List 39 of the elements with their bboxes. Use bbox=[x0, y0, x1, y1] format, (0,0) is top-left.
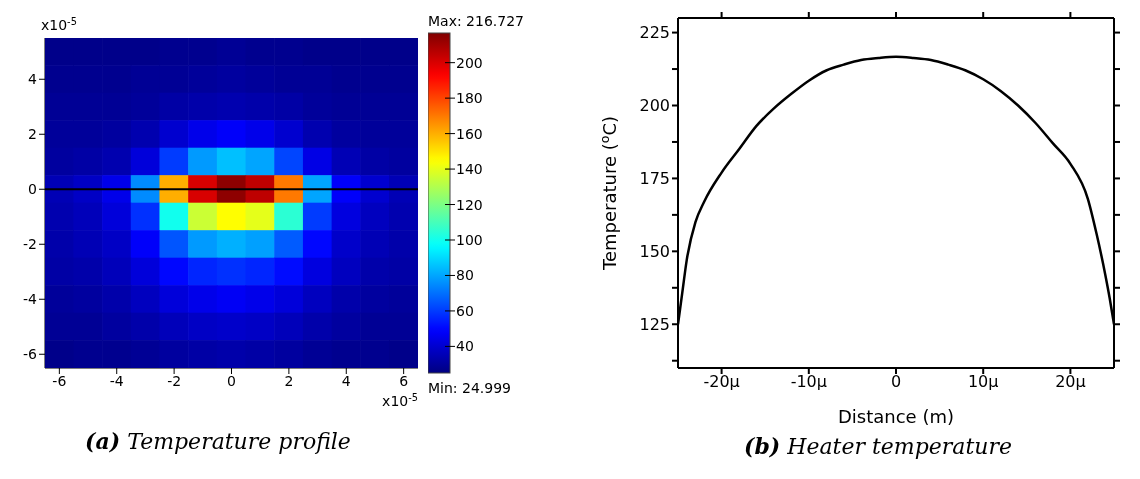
y-tick-label: 175 bbox=[639, 169, 670, 189]
text: x10$^{-5}$ bbox=[382, 391, 418, 409]
x-tick-label: 10μ bbox=[967, 372, 999, 392]
x-tick-label: -10μ bbox=[790, 372, 827, 392]
x-tick-label: 6 bbox=[399, 372, 409, 389]
color-bar-label: 120 bbox=[456, 196, 483, 213]
color-bar-label: 180 bbox=[456, 90, 483, 107]
x-tick-label: -6 bbox=[52, 372, 67, 389]
y-tick-label: 225 bbox=[639, 23, 670, 43]
color-bar-label: 40 bbox=[456, 338, 474, 355]
x-tick-label: 20μ bbox=[1055, 372, 1086, 392]
y-tick-label: 2 bbox=[28, 126, 37, 143]
color-bar-label: 60 bbox=[456, 302, 474, 319]
y-tick-label: -6 bbox=[23, 346, 38, 363]
text: x10$^{-5}$ bbox=[41, 15, 77, 33]
x-tick-label: 2 bbox=[284, 372, 294, 389]
x-tick-label: -20μ bbox=[703, 372, 740, 392]
y-tick-label: 125 bbox=[639, 314, 670, 334]
x-tick-label: 0 bbox=[227, 372, 236, 389]
y-tick-label: -2 bbox=[23, 236, 37, 253]
text: (b) Heater temperature bbox=[743, 433, 1013, 459]
y-tick-label: 150 bbox=[639, 242, 670, 262]
color-bar-label: 80 bbox=[456, 267, 474, 284]
color-bar-label: 200 bbox=[456, 54, 483, 71]
y-tick-label: 0 bbox=[28, 181, 37, 198]
y-tick-label: -4 bbox=[23, 291, 38, 308]
color-bar-label: 100 bbox=[456, 232, 483, 248]
color-bar-label: 140 bbox=[456, 161, 483, 178]
text: Max: 216.727 bbox=[428, 13, 525, 29]
x-tick-label: -4 bbox=[109, 372, 124, 389]
x-tick-label: 0 bbox=[890, 372, 902, 392]
x-tick-label: 4 bbox=[341, 372, 351, 389]
x-axis-title: Distance (m) bbox=[837, 406, 955, 427]
text: (a) Temperature profile bbox=[84, 428, 352, 454]
color-bar-label: 160 bbox=[456, 125, 483, 142]
text: Min: 24.999 bbox=[428, 380, 511, 396]
y-tick-label: 4 bbox=[28, 71, 38, 88]
x-tick-label: -2 bbox=[167, 372, 182, 389]
y-tick-label: 200 bbox=[639, 96, 670, 116]
